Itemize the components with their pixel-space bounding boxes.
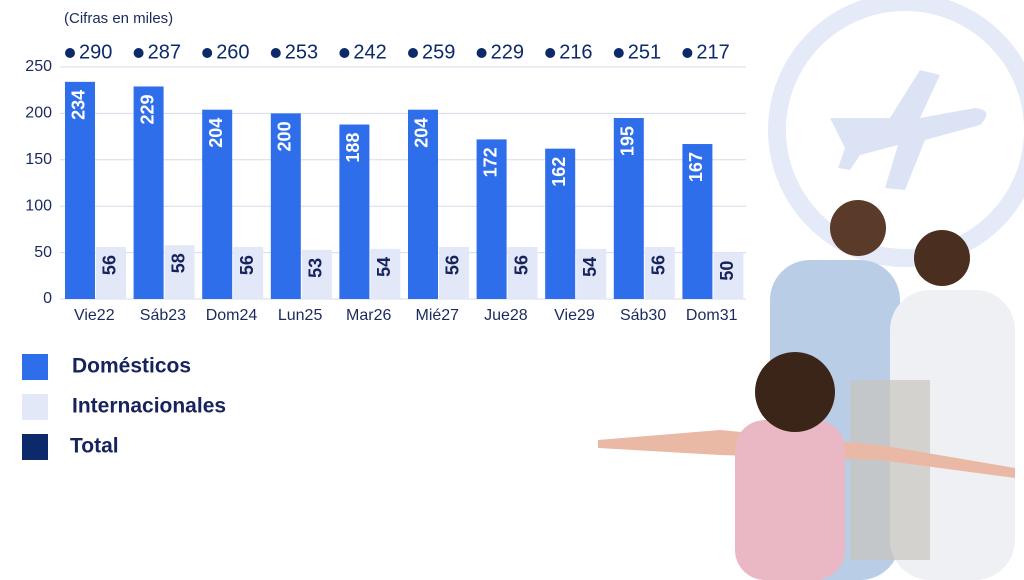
bar-label: 167: [686, 152, 706, 182]
total-dot: [545, 48, 556, 58]
total-dot: [408, 48, 418, 58]
y-tick-label: 50: [34, 244, 52, 261]
decor: [598, 0, 1024, 580]
decor-ring: [768, 0, 1024, 267]
bar-label: 56: [649, 255, 669, 275]
legend-swatch: [22, 394, 48, 420]
chart-subtitle: (Cifras en miles): [64, 10, 173, 27]
x-tick-label: Sáb23: [140, 307, 186, 324]
legend-label: Total: [70, 435, 119, 458]
decor-person: [830, 200, 886, 256]
dom-bar: [613, 118, 644, 299]
bar-label: 56: [100, 255, 120, 275]
decor-girl: [755, 352, 835, 432]
total-label: 260: [216, 41, 249, 63]
y-tick-label: 0: [43, 290, 52, 307]
dom-bar: [202, 109, 233, 299]
total-label: 251: [628, 41, 661, 63]
bar-label: 188: [343, 133, 363, 163]
bar-label: 53: [306, 258, 326, 278]
total-dot: [202, 48, 213, 58]
intl-bar: [96, 247, 126, 299]
bar-label: 50: [717, 261, 737, 281]
dom-bar: [270, 113, 301, 300]
dom-bar: [545, 148, 576, 299]
total-dot: [270, 48, 281, 58]
total-dot: [682, 48, 693, 58]
bar-label: 234: [69, 90, 89, 120]
decor-plane: [830, 70, 987, 190]
intl-bar: [713, 252, 744, 299]
total-label: 216: [559, 41, 592, 63]
decor-cart: [850, 380, 930, 560]
dom-bar: [133, 86, 164, 299]
total-label: 217: [696, 41, 729, 63]
y-tick-label: 200: [25, 105, 52, 122]
total-label: 259: [422, 41, 455, 63]
y-tick-label: 100: [25, 197, 52, 214]
intl-bar: [164, 245, 195, 299]
x-tick-label: Mié27: [416, 307, 460, 324]
dom-bar: [65, 81, 95, 300]
bar-label: 229: [137, 94, 157, 124]
x-tick-label: Dom24: [206, 307, 258, 324]
bar-label: 195: [618, 126, 638, 156]
dom-bar: [339, 124, 370, 299]
intl-bar: [233, 247, 264, 299]
total-dot: [339, 48, 350, 58]
x-tick-label: Vie22: [74, 307, 115, 324]
total-label: 287: [148, 41, 181, 63]
x-tick-label: Vie29: [554, 307, 595, 324]
decor-girl: [735, 420, 845, 580]
total-label: 290: [79, 41, 112, 63]
bar-label: 204: [206, 118, 226, 148]
total-dot: [476, 48, 487, 58]
dom-bar: [682, 144, 713, 299]
legend-swatch: [22, 434, 48, 460]
x-tick-label: Lun25: [278, 307, 323, 324]
x-tick-label: Mar26: [346, 307, 391, 324]
intl-bar: [644, 247, 675, 299]
legend-label: Internacionales: [72, 395, 226, 418]
legend-label: Domésticos: [72, 355, 191, 378]
bar-label: 54: [580, 257, 600, 277]
y-tick-label: 150: [25, 151, 52, 168]
x-tick-label: Jue28: [484, 307, 528, 324]
bar-label: 56: [443, 255, 463, 275]
dom-bar: [476, 139, 507, 299]
total-label: 229: [491, 41, 524, 63]
intl-bar: [370, 248, 401, 299]
bar-label: 56: [237, 255, 257, 275]
x-tick-label: Dom31: [686, 307, 738, 324]
bar-label: 56: [511, 255, 531, 275]
total-dot: [133, 48, 144, 58]
total-dot: [613, 48, 624, 58]
bar-label: 54: [374, 257, 394, 277]
decor-person: [914, 230, 970, 286]
total-label: 242: [353, 41, 386, 63]
intl-bar: [576, 248, 607, 299]
total-dot: [65, 48, 75, 58]
y-tick-label: 250: [25, 58, 52, 75]
bar-label: 58: [168, 253, 188, 273]
bar-label: 162: [549, 157, 569, 187]
bar-label: 204: [412, 118, 432, 148]
x-tick-label: Sáb30: [620, 307, 666, 324]
intl-bar: [507, 247, 538, 299]
total-label: 253: [285, 41, 318, 63]
legend-swatch: [22, 354, 48, 380]
bar-label: 200: [275, 121, 295, 151]
intl-bar: [439, 247, 469, 299]
intl-bar: [301, 249, 332, 299]
bar-label: 172: [480, 147, 500, 177]
dom-bar: [408, 109, 438, 299]
